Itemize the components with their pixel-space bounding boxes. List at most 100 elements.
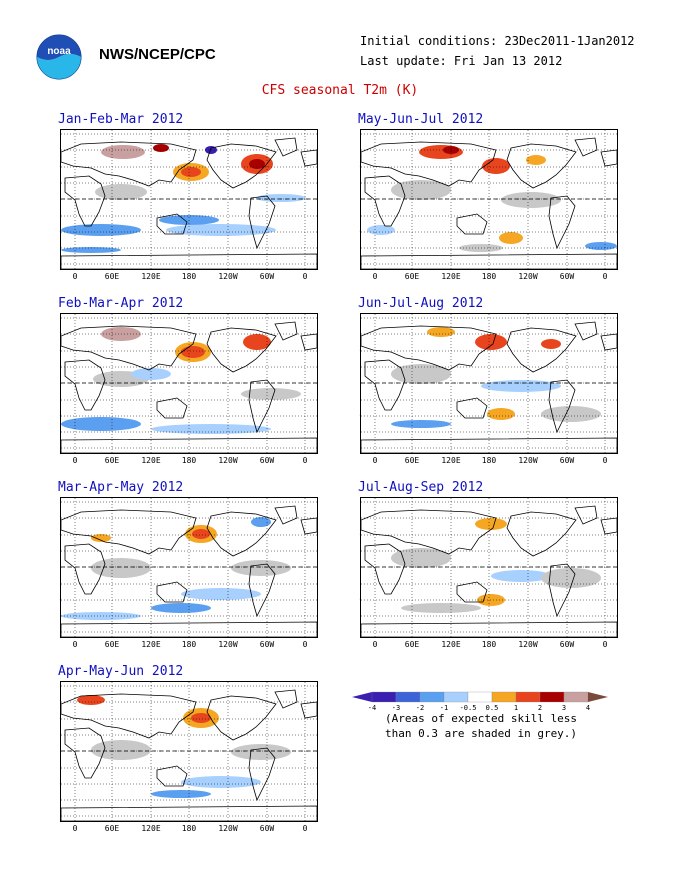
lon-label: 0: [372, 640, 378, 649]
anomaly-region: [501, 192, 561, 208]
anomaly-region: [61, 224, 141, 236]
lon-label: 120E: [141, 272, 161, 281]
anomaly-region: [181, 167, 201, 177]
legend-tick-label: 0.5: [485, 704, 499, 712]
legend-arrow-right: [588, 692, 608, 702]
lon-label: 180: [181, 824, 197, 833]
coastline: [600, 517, 617, 535]
coastline: [456, 581, 488, 603]
map-canvas: [361, 314, 617, 453]
anomaly-region: [585, 242, 617, 250]
anomaly-region: [491, 570, 551, 582]
anomaly-region: [391, 364, 451, 384]
legend-tick-label: 2: [537, 704, 543, 712]
lon-label: 60E: [104, 640, 120, 649]
lon-label: 0: [72, 456, 78, 465]
legend-tick-label: 3: [561, 704, 567, 712]
legend-tick-label: -3: [391, 704, 401, 712]
anomaly-region: [181, 776, 261, 788]
coastline: [361, 141, 497, 187]
lon-label: 0: [302, 640, 308, 649]
lon-label: 0: [302, 272, 308, 281]
anomaly-region: [401, 603, 481, 613]
coastline: [64, 359, 106, 411]
color-legend: -4 -3 -2 -1 -0.5 0.5 1 2 3 4: [352, 690, 632, 750]
coastline: [156, 581, 188, 603]
lon-label: 60W: [259, 824, 275, 833]
anomaly-region: [256, 194, 306, 202]
coastline: [156, 213, 188, 235]
coastline: [300, 517, 317, 535]
coastline: [206, 511, 277, 557]
lon-label: 180: [181, 272, 197, 281]
lon-label: 180: [181, 640, 197, 649]
lon-label: 180: [481, 272, 497, 281]
coastline: [64, 175, 106, 227]
anomaly-region: [166, 224, 276, 236]
coastline: [206, 695, 277, 741]
anomaly-map: [60, 313, 318, 454]
legend-tick-label: -0.5: [459, 704, 477, 712]
anomaly-region: [192, 529, 210, 539]
anomaly-region: [151, 790, 211, 798]
lon-label: 60W: [559, 640, 575, 649]
anomaly-region: [151, 603, 211, 613]
panel-title: Jan-Feb-Mar 2012: [58, 112, 184, 127]
lon-label: 120E: [141, 456, 161, 465]
coastline: [274, 505, 298, 525]
coastline: [361, 437, 617, 453]
lon-axis: 0 60E 120E 180 120W 60W 0: [360, 640, 618, 650]
lon-label: 60W: [259, 640, 275, 649]
coastline: [574, 137, 598, 157]
anomaly-region: [391, 180, 451, 200]
anomaly-map: [60, 129, 318, 270]
map-panel: Apr-May-Jun 201280N60N40N20NEQ20S40S60S8…: [58, 664, 334, 840]
coastline: [456, 397, 488, 419]
map-canvas: [61, 314, 317, 453]
coastline: [61, 805, 317, 821]
noaa-logo: noaa: [36, 34, 82, 80]
coastline: [61, 141, 197, 187]
legend-swatch: [443, 691, 469, 703]
map-panel: Feb-Mar-Apr 201280N60N40N20NEQ20S40S60S8…: [58, 296, 334, 472]
anomaly-region: [499, 232, 523, 244]
coastline: [156, 765, 188, 787]
last-update: Last update: Fri Jan 13 2012: [360, 54, 563, 68]
legend-arrow-left: [352, 692, 372, 702]
lon-label: 120W: [218, 272, 238, 281]
map-panel: Jan-Feb-Mar 201280N60N40N20NEQ20S40S60S8…: [58, 112, 334, 288]
lon-label: 120W: [518, 456, 538, 465]
lon-label: 60E: [104, 824, 120, 833]
coastline: [364, 359, 406, 411]
lon-label: 60E: [104, 272, 120, 281]
anomaly-region: [231, 560, 291, 576]
legend-tick-label: -2: [415, 704, 425, 712]
map-canvas: [361, 498, 617, 637]
legend-swatch: [491, 691, 517, 703]
coastline: [274, 689, 298, 709]
coastline: [61, 693, 197, 739]
panel-title: Mar-Apr-May 2012: [58, 480, 184, 495]
map-canvas: [61, 130, 317, 269]
legend-note: (Areas of expected skill less than 0.3 a…: [385, 711, 577, 741]
lon-label: 180: [181, 456, 197, 465]
map-panel: Jul-Aug-Sep 201280N60N40N20NEQ20S40S60S8…: [358, 480, 634, 656]
lon-axis: 0 60E 120E 180 120W 60W 0: [360, 272, 618, 282]
coastline: [64, 727, 106, 779]
anomaly-region: [61, 417, 141, 431]
coastline: [61, 325, 197, 371]
anomaly-region: [61, 247, 121, 253]
anomaly-region: [367, 225, 395, 235]
legend-tick-label: -1: [439, 704, 449, 712]
panel-title: Feb-Mar-Apr 2012: [58, 296, 184, 311]
coastline: [361, 253, 617, 269]
lon-label: 0: [372, 456, 378, 465]
legend-swatch: [419, 691, 445, 703]
coastline: [61, 253, 317, 269]
anomaly-region: [153, 144, 169, 152]
coastline: [300, 701, 317, 719]
anomaly-region: [91, 558, 151, 578]
coastline: [274, 321, 298, 341]
coastline: [364, 543, 406, 595]
lon-label: 0: [372, 272, 378, 281]
